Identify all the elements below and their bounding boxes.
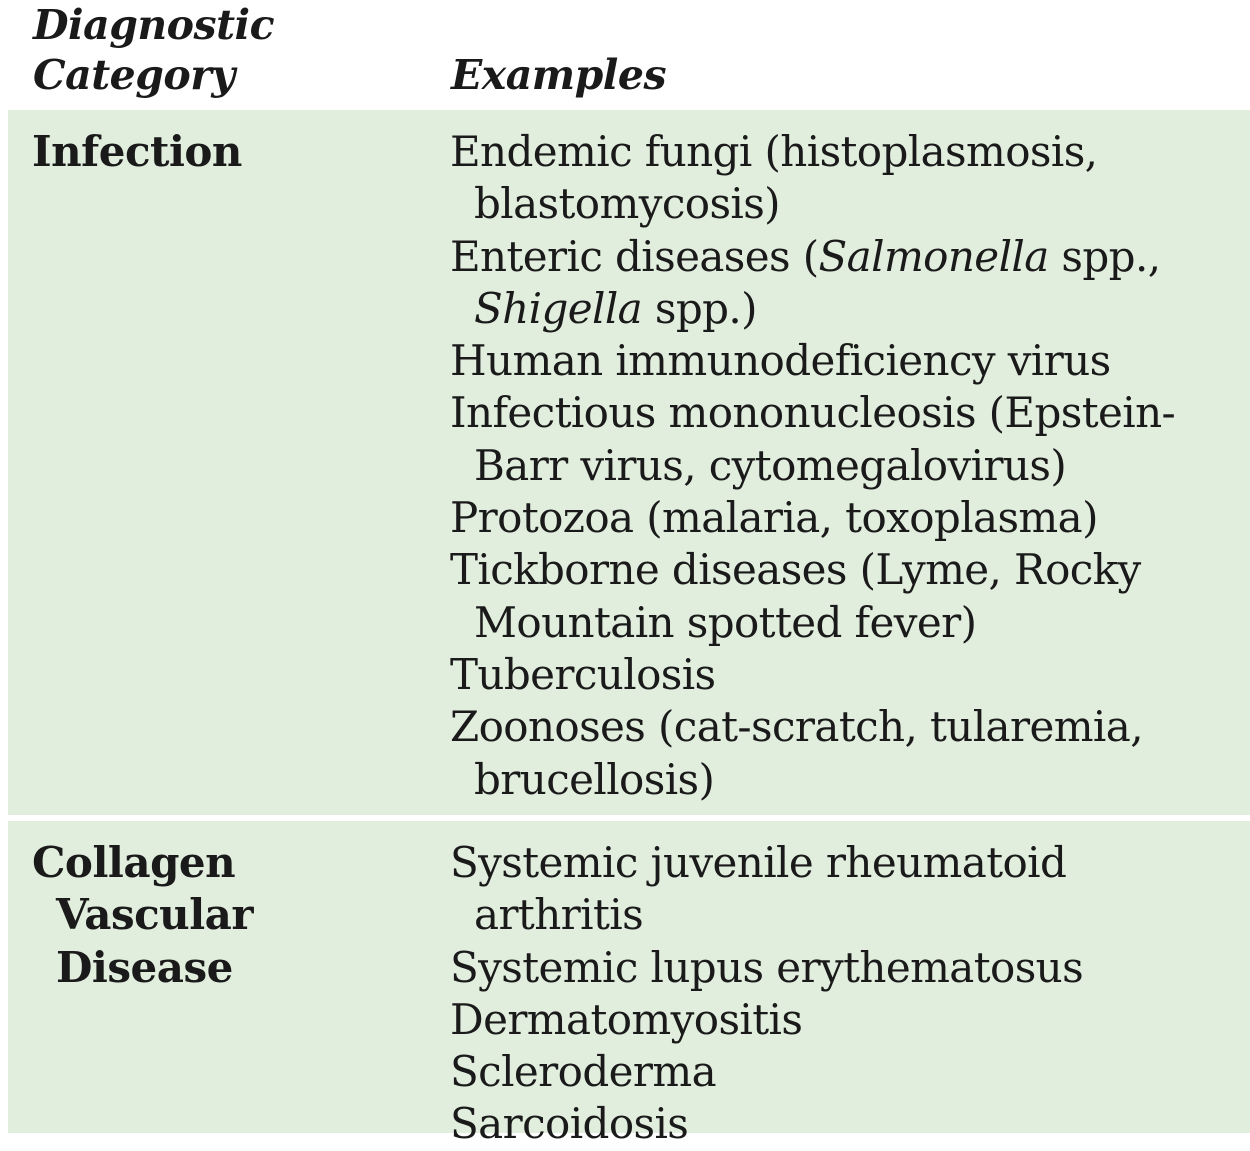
example-text: spp., bbox=[1048, 231, 1161, 281]
example-line: Systemic juvenile rheumatoid bbox=[450, 838, 1067, 887]
example-item: Scleroderma bbox=[450, 1046, 1240, 1098]
example-text: Enteric diseases ( bbox=[450, 231, 819, 281]
examples-cell: Systemic juvenile rheumatoid arthritis S… bbox=[450, 837, 1240, 1151]
column-header-line: Diagnostic bbox=[33, 1, 275, 49]
example-item: Systemic juvenile rheumatoid arthritis bbox=[450, 837, 1240, 942]
example-line: Zoonoses (cat-scratch, tularemia, bbox=[450, 702, 1144, 752]
example-item: Endemic fungi (histoplasmosis, blastomyc… bbox=[450, 126, 1240, 231]
example-line: Dermatomyositis bbox=[450, 994, 803, 1044]
category-cell: Infection bbox=[32, 126, 432, 178]
example-item: Systemic lupus erythematosus bbox=[450, 942, 1240, 994]
examples-cell: Endemic fungi (histoplasmosis, blastomyc… bbox=[450, 126, 1240, 806]
column-header-examples: Examples bbox=[451, 51, 667, 99]
example-line: Scleroderma bbox=[450, 1047, 717, 1097]
category-label: Vascular bbox=[56, 890, 254, 940]
example-italic-text: Shigella bbox=[474, 283, 643, 333]
example-line: arthritis bbox=[474, 890, 644, 940]
example-line: Tickborne diseases (Lyme, Rocky bbox=[450, 545, 1141, 595]
example-line: Tuberculosis bbox=[450, 649, 716, 699]
example-line: Shigella spp.) bbox=[450, 283, 1240, 335]
table-row-collagen-vascular-disease: Collagen Vascular Disease Systemic juven… bbox=[8, 821, 1250, 1148]
example-item: Infectious mononucleosis (Epstein- Barr … bbox=[450, 387, 1240, 492]
example-line: Enteric diseases (Salmonella spp., bbox=[450, 231, 1240, 283]
example-line: Mountain spotted fever) bbox=[474, 597, 977, 647]
column-header-diagnostic-category: Diagnostic Category bbox=[33, 0, 275, 100]
example-item: Enteric diseases (Salmonella spp., Shige… bbox=[450, 231, 1240, 336]
table-row-infection: Infection Endemic fungi (histoplasmosis,… bbox=[8, 110, 1250, 815]
example-item: Tickborne diseases (Lyme, Rocky Mountain… bbox=[450, 544, 1240, 649]
example-item: Human immunodeficiency virus bbox=[450, 335, 1240, 387]
category-label: Disease bbox=[56, 942, 233, 992]
example-item: Tuberculosis bbox=[450, 649, 1240, 701]
category-label: Infection bbox=[32, 127, 242, 176]
example-line: blastomycosis) bbox=[474, 179, 781, 229]
example-item: Dermatomyositis bbox=[450, 994, 1240, 1046]
example-line: Protozoa (malaria, toxoplasma) bbox=[450, 493, 1098, 543]
table-header: Diagnostic Category Examples bbox=[0, 0, 1250, 108]
example-text: spp.) bbox=[642, 283, 758, 333]
example-item: Zoonoses (cat-scratch, tularemia, brucel… bbox=[450, 701, 1240, 806]
example-line: Endemic fungi (histoplasmosis, bbox=[450, 127, 1098, 176]
example-line: brucellosis) bbox=[474, 754, 715, 804]
example-line: Systemic lupus erythematosus bbox=[450, 942, 1084, 992]
category-cell: Collagen Vascular Disease bbox=[32, 837, 432, 994]
category-label: Collagen bbox=[32, 838, 236, 887]
example-line: Sarcoidosis bbox=[450, 1099, 689, 1149]
example-line: Human immunodeficiency virus bbox=[450, 336, 1111, 386]
example-line: Barr virus, cytomegalovirus) bbox=[474, 440, 1067, 490]
example-item: Protozoa (malaria, toxoplasma) bbox=[450, 492, 1240, 544]
example-italic-text: Salmonella bbox=[818, 231, 1050, 281]
example-item: Sarcoidosis bbox=[450, 1098, 1240, 1150]
example-line: Infectious mononucleosis (Epstein- bbox=[450, 388, 1176, 438]
column-header-line: Category bbox=[33, 51, 235, 99]
